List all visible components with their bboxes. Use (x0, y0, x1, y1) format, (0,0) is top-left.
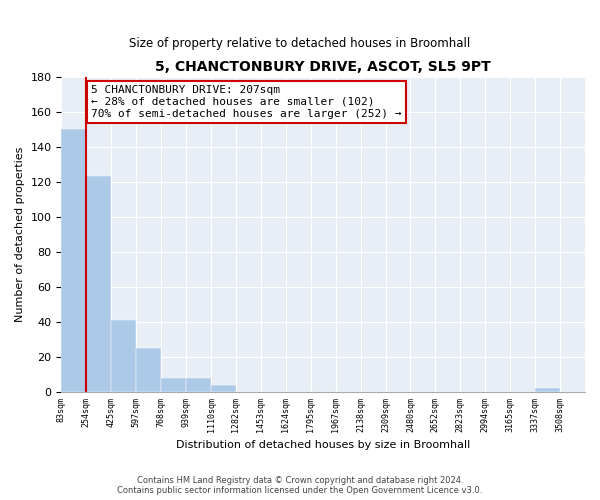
Text: Contains HM Land Registry data © Crown copyright and database right 2024.
Contai: Contains HM Land Registry data © Crown c… (118, 476, 482, 495)
Bar (111, 320, 136, 392)
Title: 5, CHANCTONBURY DRIVE, ASCOT, SL5 9PT: 5, CHANCTONBURY DRIVE, ASCOT, SL5 9PT (155, 60, 491, 74)
Bar (535, 388, 560, 392)
Bar (86, 176, 111, 392)
Bar (61, 129, 86, 392)
Y-axis label: Number of detached properties: Number of detached properties (15, 146, 25, 322)
Bar (136, 348, 161, 392)
Text: 5 CHANCTONBURY DRIVE: 207sqm
← 28% of detached houses are smaller (102)
70% of s: 5 CHANCTONBURY DRIVE: 207sqm ← 28% of de… (91, 86, 402, 118)
Bar (161, 378, 186, 392)
Bar (186, 378, 211, 392)
Text: Size of property relative to detached houses in Broomhall: Size of property relative to detached ho… (130, 38, 470, 51)
X-axis label: Distribution of detached houses by size in Broomhall: Distribution of detached houses by size … (176, 440, 470, 450)
Bar (211, 385, 236, 392)
